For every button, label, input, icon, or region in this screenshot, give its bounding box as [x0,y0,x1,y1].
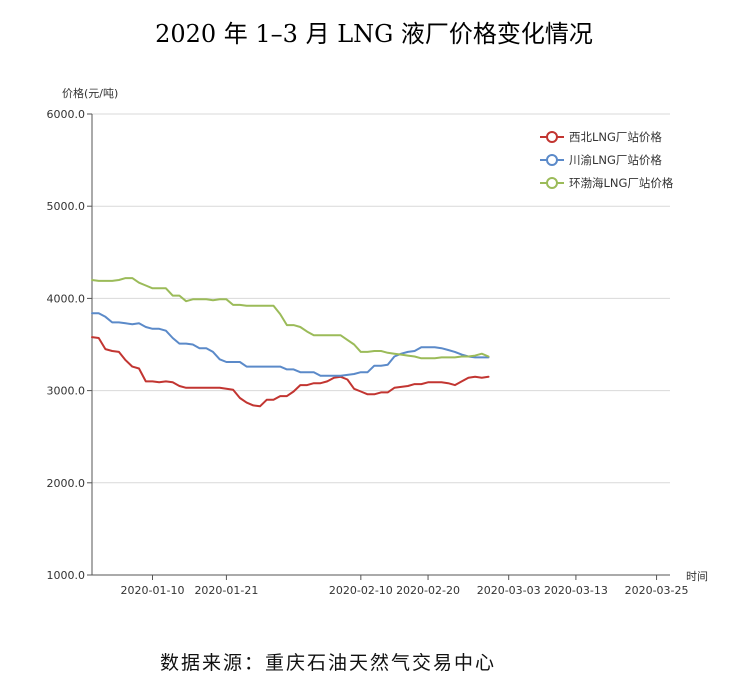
x-axis-title: 时间 [686,570,708,583]
page-title: 2020 年 1–3 月 LNG 液厂价格变化情况 [155,20,593,48]
legend-label: 环渤海LNG厂站价格 [569,176,674,190]
x-axis-ticks: 2020-01-10 2020-01-21 2020-02-10 2020-02-20… [121,575,689,597]
legend-item[interactable]: 川渝LNG厂站价格 [540,153,662,167]
y-tick-label: 3000.0 [47,385,86,398]
legend-item[interactable]: 西北LNG厂站价格 [540,130,662,144]
legend-marker [546,131,558,143]
x-tick-label: 2020-03-03 [477,584,541,597]
y-tick-label: 4000.0 [47,292,86,305]
y-tick-label: 1000.0 [47,569,86,582]
x-tick-label: 2020-03-25 [625,584,689,597]
legend-marker [546,154,558,166]
gridlines [92,113,670,484]
x-tick-label: 2020-01-10 [121,584,185,597]
y-tick-label: 5000.0 [47,200,86,213]
y-tick-label: 6000.0 [47,108,86,121]
x-tick-label: 2020-01-21 [194,584,258,597]
legend-item[interactable]: 环渤海LNG厂站价格 [540,176,674,190]
x-tick-label: 2020-02-10 [329,584,393,597]
x-tick-label: 2020-03-13 [544,584,608,597]
legend-marker [546,177,558,189]
y-axis-title: 价格(元/吨) [62,86,118,100]
x-tick-label: 2020-02-20 [396,584,460,597]
legend-label: 川渝LNG厂站价格 [569,153,662,167]
line-chart: 1000.0 2000.0 3000.0 4000.0 5000.0 6000.0 202… [47,86,709,597]
series-line [91,336,490,408]
series-line [91,312,490,377]
data-source-note: 数据来源：重庆石油天然气交易中心 [160,652,497,674]
y-tick-label: 2000.0 [47,477,86,490]
series-line [91,277,490,360]
series-lines [91,277,490,408]
legend-label: 西北LNG厂站价格 [569,130,662,144]
y-axis-ticks: 1000.0 2000.0 3000.0 4000.0 5000.0 6000.0 [47,108,92,582]
